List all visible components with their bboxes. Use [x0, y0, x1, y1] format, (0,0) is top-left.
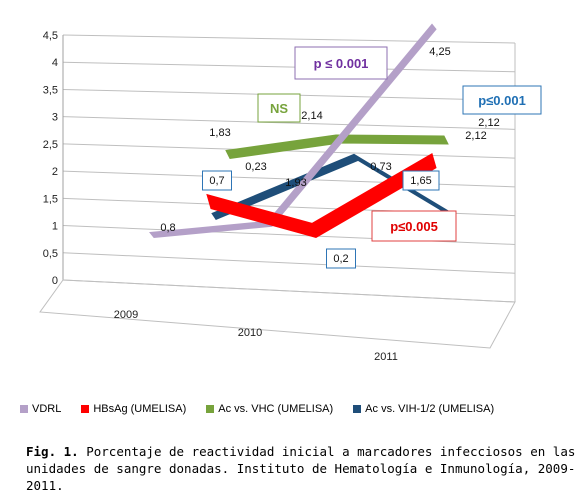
- y-tick-label: 4: [52, 57, 58, 69]
- y-tick-label: 3,5: [43, 84, 58, 96]
- data-label: 0,2: [333, 253, 348, 265]
- legend-label: HBsAg (UMELISA): [93, 403, 187, 415]
- y-tick-label: 2,5: [43, 139, 58, 151]
- legend-swatch: [353, 405, 362, 413]
- annotation-text: p ≤ 0.001: [314, 56, 369, 71]
- legend-swatch: [206, 405, 215, 413]
- legend-label: Ac vs. VIH-1/2 (UMELISA): [365, 403, 495, 415]
- legend-item: VDRL: [20, 403, 61, 415]
- legend-item: Ac vs. VHC (UMELISA): [206, 403, 333, 415]
- chart-legend: VDRL HBsAg (UMELISA) Ac vs. VHC (UMELISA) A…: [20, 400, 580, 418]
- data-label-box: [402, 170, 440, 191]
- gridline: [62, 34, 516, 44]
- y-tick-label: 2: [52, 166, 58, 178]
- legend-item: Ac vs. VIH-1/2 (UMELISA): [353, 403, 494, 415]
- annotation-text: p≤0.001: [478, 93, 526, 108]
- annotation-box: [371, 210, 457, 242]
- caption-label: Fig. 1.: [26, 444, 79, 459]
- x-axis-category-labels: 2009 2010 2011: [114, 309, 398, 363]
- gridline: [62, 143, 516, 159]
- y-tick-label: 0: [52, 275, 58, 287]
- legend-label: VDRL: [32, 403, 62, 415]
- y-tick-label: 1,5: [43, 193, 58, 205]
- x-category-label: 2009: [114, 309, 138, 321]
- y-tick-label: 1: [52, 221, 58, 233]
- data-label: 0,8: [160, 222, 175, 234]
- y-tick-label: 0,5: [43, 248, 58, 260]
- x-category-label: 2010: [238, 327, 262, 339]
- annotation-text: p≤0.005: [390, 219, 438, 234]
- annotation-box: [257, 93, 301, 123]
- x-category-label: 2011: [374, 351, 398, 363]
- annotations: p ≤ 0.001 p≤0.001 NS p≤0.005 2,12: [257, 46, 542, 242]
- legend-label: Ac vs. VHC (UMELISA): [218, 403, 334, 415]
- gridline: [62, 61, 516, 73]
- series-ribbon-1: [206, 153, 437, 238]
- data-labels: 0,23 4,25 0,8 0,2 1,65 1,83 2,14 2,12 0,7 1,93 0,7…: [160, 46, 487, 269]
- data-label: 1,93: [285, 177, 306, 189]
- data-label-box: [326, 248, 356, 269]
- legend-swatch: [20, 405, 28, 413]
- data-label: 1,65: [410, 175, 431, 187]
- annotation-text: NS: [270, 101, 288, 116]
- legend-item: HBsAg (UMELISA): [81, 403, 186, 415]
- data-label: 0,23: [245, 161, 266, 173]
- data-label: 0,73: [370, 161, 391, 173]
- data-label-box: [202, 170, 232, 191]
- data-label: 2,12: [478, 117, 499, 129]
- gridline: [62, 116, 516, 130]
- data-label: 4,25: [429, 46, 450, 58]
- data-label: 2,14: [301, 110, 322, 122]
- y-tick-label: 4,5: [43, 30, 58, 42]
- line-chart: 0 0,5 1 1,5 2 2,5 3 3,5 4 4,5 2009 2010 2011 0,23 4,…: [39, 23, 542, 363]
- chart-floor: [39, 279, 516, 349]
- figure-caption: Fig. 1. Porcentaje de reactividad inicia…: [26, 443, 586, 494]
- caption-text: Porcentaje de reactividad inicial a marc…: [26, 444, 576, 493]
- annotation-box: [294, 46, 388, 80]
- y-axis-tick-labels: 0 0,5 1 1,5 2 2,5 3 3,5 4 4,5: [43, 30, 58, 287]
- series-ribbon-0: [149, 23, 437, 239]
- data-label: 1,83: [209, 127, 230, 139]
- annotation-box: [462, 85, 542, 115]
- legend-swatch: [81, 405, 90, 413]
- data-label: 0,7: [209, 175, 224, 187]
- gridline: [62, 252, 516, 274]
- y-tick-label: 3: [52, 112, 58, 124]
- series-ribbon-2: [225, 134, 449, 160]
- gridline: [62, 170, 516, 188]
- data-label: 2,12: [465, 130, 486, 142]
